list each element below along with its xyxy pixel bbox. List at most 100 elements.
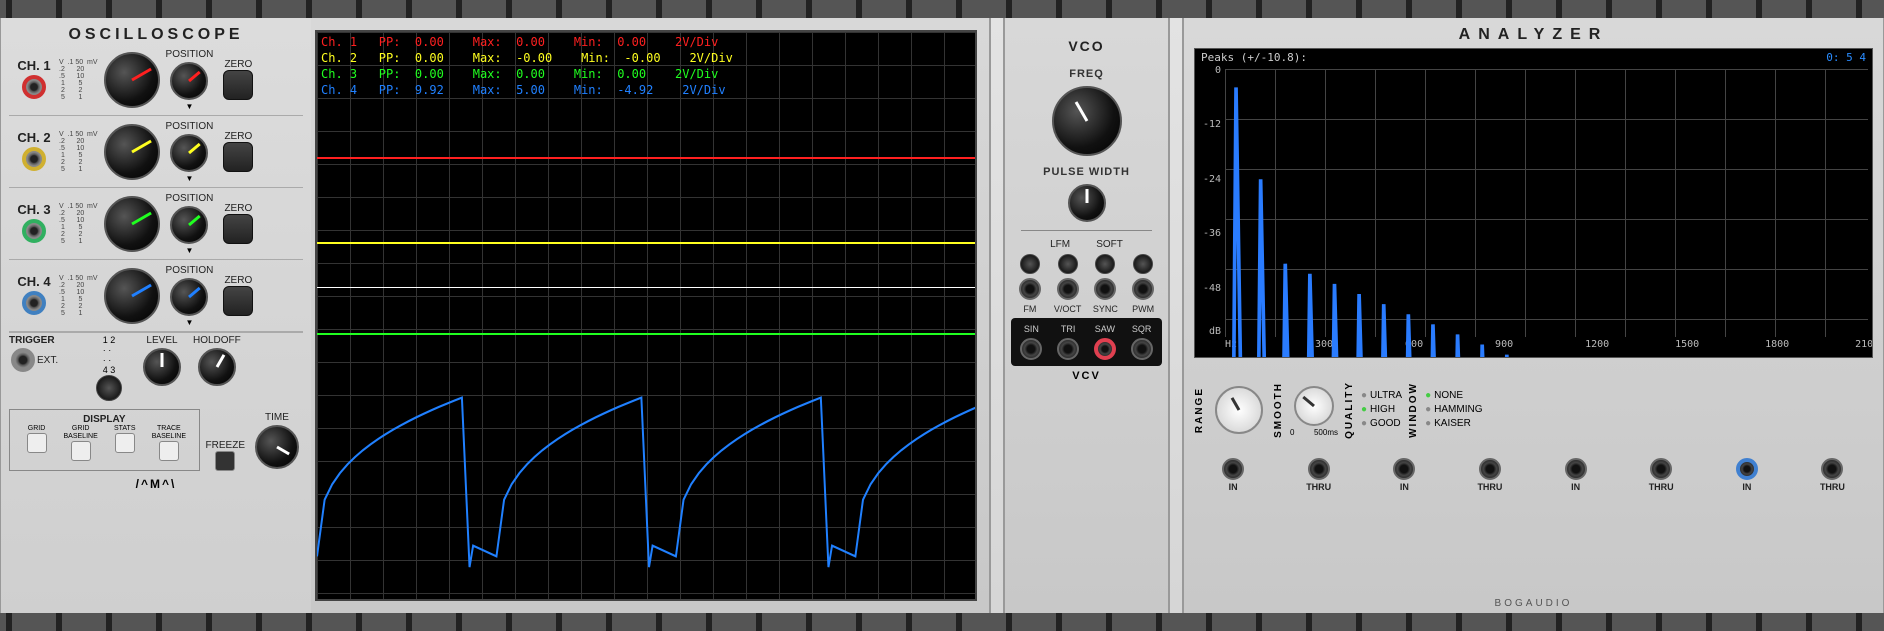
- pulse-width-knob[interactable]: [1068, 184, 1106, 222]
- channel-3-zero-button[interactable]: [223, 214, 253, 244]
- freq-knob[interactable]: [1052, 86, 1122, 156]
- holdoff-knob[interactable]: [198, 348, 236, 386]
- channel-2-position-knob[interactable]: [170, 134, 208, 172]
- channel-4-scale-knob[interactable]: [104, 268, 160, 324]
- channel-label: CH. 4: [11, 274, 57, 289]
- stats-ch-4: Ch. 4 PP: 9.92 Max: 5.00 Min: -4.92 2V/D…: [321, 82, 733, 98]
- channel-1-input-port[interactable]: [22, 75, 46, 99]
- channel-4-zero-button[interactable]: [223, 286, 253, 316]
- pwm-atten-knob[interactable]: [1133, 254, 1153, 274]
- option-good[interactable]: GOOD: [1361, 417, 1402, 431]
- quality-options[interactable]: ULTRAHIGHGOOD: [1361, 389, 1402, 431]
- range-label: RANGE: [1194, 387, 1205, 433]
- quality-label: QUALITY: [1344, 381, 1355, 439]
- trigger-source-knob[interactable]: [96, 375, 122, 401]
- blank-panel-2: [1169, 18, 1183, 613]
- display-btn-1[interactable]: [71, 441, 91, 461]
- vco-brand: VCV: [1011, 370, 1162, 382]
- range-knob[interactable]: [1215, 386, 1263, 434]
- trace-baseline-ch2: [317, 242, 975, 244]
- display-label: DISPLAY: [16, 414, 193, 425]
- vco-v/oct-input[interactable]: [1057, 278, 1079, 300]
- vco-pwm-input[interactable]: [1132, 278, 1154, 300]
- channel-label: CH. 1: [11, 58, 57, 73]
- channel-3-position-knob[interactable]: [170, 206, 208, 244]
- channel-label: CH. 3: [11, 202, 57, 217]
- lfm-label: LFM: [1050, 239, 1070, 250]
- channel-label: CH. 2: [11, 130, 57, 145]
- level-label: LEVEL: [146, 335, 177, 346]
- time-knob[interactable]: [255, 425, 299, 469]
- trace-baseline-ch3: [317, 333, 975, 335]
- fm-atten-knob[interactable]: [1020, 254, 1040, 274]
- vco-module: VCO FREQ PULSE WIDTH LFM SOFT FMV/OCTSYN…: [1004, 18, 1169, 613]
- vco-sqr-output[interactable]: [1131, 338, 1153, 360]
- pw-label: PULSE WIDTH: [1011, 166, 1162, 178]
- channel-2-scale-knob[interactable]: [104, 124, 160, 180]
- analyzer-port-3[interactable]: [1479, 458, 1501, 480]
- freeze-button[interactable]: [215, 451, 235, 471]
- smooth-knob[interactable]: [1294, 386, 1334, 426]
- display-btn-2[interactable]: [115, 433, 135, 453]
- oscilloscope-screen: Ch. 1 PP: 0.00 Max: 0.00 Min: 0.00 2V/Di…: [315, 30, 977, 601]
- vco-fm-input[interactable]: [1019, 278, 1041, 300]
- channel-1-zero-button[interactable]: [223, 70, 253, 100]
- blank-panel: [990, 18, 1004, 613]
- trigger-label: TRIGGER: [9, 335, 79, 346]
- analyzer-brand: BOGAUDIO: [1184, 598, 1883, 609]
- option-ultra[interactable]: ULTRA: [1361, 389, 1402, 403]
- time-label: TIME: [265, 412, 289, 423]
- oscilloscope-logo: /^M^\: [9, 477, 303, 491]
- vco-tri-output[interactable]: [1057, 338, 1079, 360]
- level-knob[interactable]: [143, 348, 181, 386]
- option-kaiser[interactable]: KAISER: [1425, 417, 1482, 431]
- window-label: WINDOW: [1408, 382, 1419, 438]
- analyzer-port-2[interactable]: [1393, 458, 1415, 480]
- analyzer-port-1[interactable]: [1308, 458, 1330, 480]
- analyzer-port-6[interactable]: [1736, 458, 1758, 480]
- stats-ch-2: Ch. 2 PP: 0.00 Max: -0.00 Min: -0.00 2V/…: [321, 50, 733, 66]
- oscilloscope-module: OSCILLOSCOPE CH. 1 V .1 50 mV .2 20 .5 1…: [0, 18, 990, 613]
- channel-row-3: CH. 3 V .1 50 mV .2 20 .5 10 1 5 2 2 5 1…: [9, 188, 303, 260]
- analyzer-port-7[interactable]: [1821, 458, 1843, 480]
- channel-4-input-port[interactable]: [22, 291, 46, 315]
- display-btn-3[interactable]: [159, 441, 179, 461]
- option-hamming[interactable]: HAMMING: [1425, 403, 1482, 417]
- option-none[interactable]: NONE: [1425, 389, 1482, 403]
- analyzer-module: ANALYZER Peaks (+/-10.8): 0: 5 4 0-12-24…: [1183, 18, 1884, 613]
- channel-2-zero-button[interactable]: [223, 142, 253, 172]
- analyzer-port-5[interactable]: [1650, 458, 1672, 480]
- option-high[interactable]: HIGH: [1361, 403, 1402, 417]
- smooth-label: SMOOTH: [1273, 382, 1284, 438]
- vco-saw-output[interactable]: [1094, 338, 1116, 360]
- soft-label: SOFT: [1096, 239, 1123, 250]
- channel-row-4: CH. 4 V .1 50 mV .2 20 .5 10 1 5 2 2 5 1…: [9, 260, 303, 332]
- stats-ch-3: Ch. 3 PP: 0.00 Max: 0.00 Min: 0.00 2V/Di…: [321, 66, 733, 82]
- channel-1-scale-knob[interactable]: [104, 52, 160, 108]
- soft-knob[interactable]: [1095, 254, 1115, 274]
- channel-row-1: CH. 1 V .1 50 mV .2 20 .5 10 1 5 2 2 5 1…: [9, 44, 303, 116]
- oscilloscope-title: OSCILLOSCOPE: [9, 22, 303, 44]
- channel-4-position-knob[interactable]: [170, 278, 208, 316]
- channel-3-scale-knob[interactable]: [104, 196, 160, 252]
- channel-1-position-knob[interactable]: [170, 62, 208, 100]
- ext-label: EXT.: [37, 355, 58, 366]
- holdoff-label: HOLDOFF: [193, 335, 241, 346]
- channel-3-input-port[interactable]: [22, 219, 46, 243]
- analyzer-title: ANALYZER: [1194, 22, 1873, 44]
- analyzer-port-0[interactable]: [1222, 458, 1244, 480]
- display-btn-0[interactable]: [27, 433, 47, 453]
- peaks-value: 0: 5 4: [1826, 51, 1866, 64]
- channel-2-input-port[interactable]: [22, 147, 46, 171]
- channel-row-2: CH. 2 V .1 50 mV .2 20 .5 10 1 5 2 2 5 1…: [9, 116, 303, 188]
- trace-baseline-ch1: [317, 157, 975, 159]
- vco-sync-input[interactable]: [1094, 278, 1116, 300]
- vco-title: VCO: [1011, 34, 1162, 54]
- lfm-knob[interactable]: [1058, 254, 1078, 274]
- trigger-ext-port[interactable]: [11, 348, 35, 372]
- peaks-label: Peaks (+/-10.8):: [1201, 51, 1307, 64]
- analyzer-port-4[interactable]: [1565, 458, 1587, 480]
- freq-label: FREQ: [1011, 68, 1162, 80]
- window-options[interactable]: NONEHAMMINGKAISER: [1425, 389, 1482, 431]
- vco-sin-output[interactable]: [1020, 338, 1042, 360]
